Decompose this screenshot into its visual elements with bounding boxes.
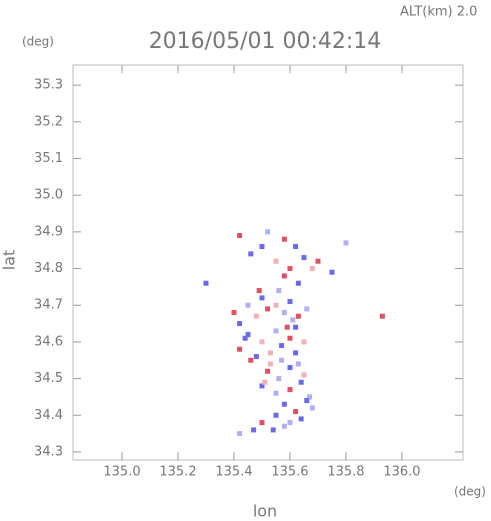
radar-point (281, 236, 287, 242)
radar-point (301, 339, 307, 345)
radar-point (309, 266, 315, 272)
radar-point (259, 420, 265, 426)
radar-point (265, 368, 271, 374)
y-axis-title: lat (0, 250, 19, 271)
radar-point (309, 405, 315, 411)
y-tick-label: 34.6 (34, 334, 63, 349)
plot-frame (72, 64, 464, 461)
x-tick-label: 135.8 (327, 465, 364, 480)
radar-point (287, 420, 293, 426)
radar-point (242, 335, 248, 341)
radar-point (343, 240, 349, 246)
radar-point (203, 280, 209, 286)
y-tick-label: 34.4 (34, 408, 63, 423)
radar-point (253, 313, 259, 319)
radar-point (379, 313, 385, 319)
radar-point (237, 321, 243, 327)
radar-point (279, 357, 285, 363)
radar-point (281, 273, 287, 279)
radar-point (276, 376, 282, 382)
x-tick-label: 135.2 (159, 465, 196, 480)
radar-point (293, 324, 299, 330)
radar-point (279, 343, 285, 349)
radar-point (245, 302, 251, 308)
radar-point (253, 354, 259, 360)
x-tick-label: 135.4 (215, 465, 252, 480)
y-tick-label: 34.3 (34, 444, 63, 459)
radar-point (256, 288, 262, 294)
radar-point (307, 394, 313, 400)
radar-point (301, 372, 307, 378)
radar-point (301, 255, 307, 261)
radar-point (293, 244, 299, 250)
radar-point (293, 350, 299, 356)
radar-point (293, 409, 299, 415)
radar-point (265, 306, 271, 312)
y-tick-label: 35.3 (34, 78, 63, 93)
radar-point (284, 324, 290, 330)
radar-point (304, 398, 310, 404)
radar-point (287, 365, 293, 371)
radar-point (304, 306, 310, 312)
radar-point (281, 401, 287, 407)
radar-point (251, 427, 257, 433)
x-axis-title: lon (253, 502, 277, 521)
radar-point (248, 357, 254, 363)
radar-point (281, 423, 287, 429)
radar-point (273, 302, 279, 308)
radar-point (315, 258, 321, 264)
radar-point (329, 269, 335, 275)
y-tick-label: 35.1 (34, 151, 63, 166)
radar-point (259, 244, 265, 250)
radar-point (262, 379, 268, 385)
radar-point (248, 251, 254, 257)
y-tick-label: 35.2 (34, 114, 63, 129)
radar-point (273, 412, 279, 418)
radar-point (273, 390, 279, 396)
radar-point (259, 383, 265, 389)
radar-point (295, 313, 301, 319)
radar-point (259, 339, 265, 345)
radar-point (259, 295, 265, 301)
radar-point (237, 431, 243, 437)
x-unit: (deg) (454, 485, 486, 499)
radar-point (281, 310, 287, 316)
chart-title: 2016/05/01 00:42:14 (149, 29, 382, 54)
radar-point (237, 233, 243, 239)
radar-point (287, 387, 293, 393)
radar-point (287, 299, 293, 305)
y-tick-label: 34.7 (34, 298, 63, 313)
y-tick-label: 34.9 (34, 224, 63, 239)
radar-point (287, 266, 293, 272)
radar-point (237, 346, 243, 352)
radar-point (267, 350, 273, 356)
x-tick-label: 136.0 (383, 465, 420, 480)
x-tick-label: 135.6 (271, 465, 308, 480)
radar-point (276, 288, 282, 294)
altitude-label: ALT(km) 2.0 (400, 5, 477, 20)
x-tick-label: 135.0 (103, 465, 140, 480)
radar-point (298, 379, 304, 385)
radar-point (267, 361, 273, 367)
radar-point (298, 416, 304, 422)
y-tick-label: 34.5 (34, 371, 63, 386)
y-unit: (deg) (22, 35, 54, 49)
radar-point (290, 317, 296, 323)
radar-point (287, 335, 293, 341)
radar-point (265, 229, 271, 235)
radar-point (273, 258, 279, 264)
radar-point (295, 361, 301, 367)
radar-point (295, 280, 301, 286)
y-tick-label: 34.8 (34, 261, 63, 276)
radar-point (245, 332, 251, 338)
radar-point (273, 328, 279, 334)
y-tick-label: 35.0 (34, 188, 63, 203)
radar-point (231, 310, 237, 316)
radar-point (270, 427, 276, 433)
